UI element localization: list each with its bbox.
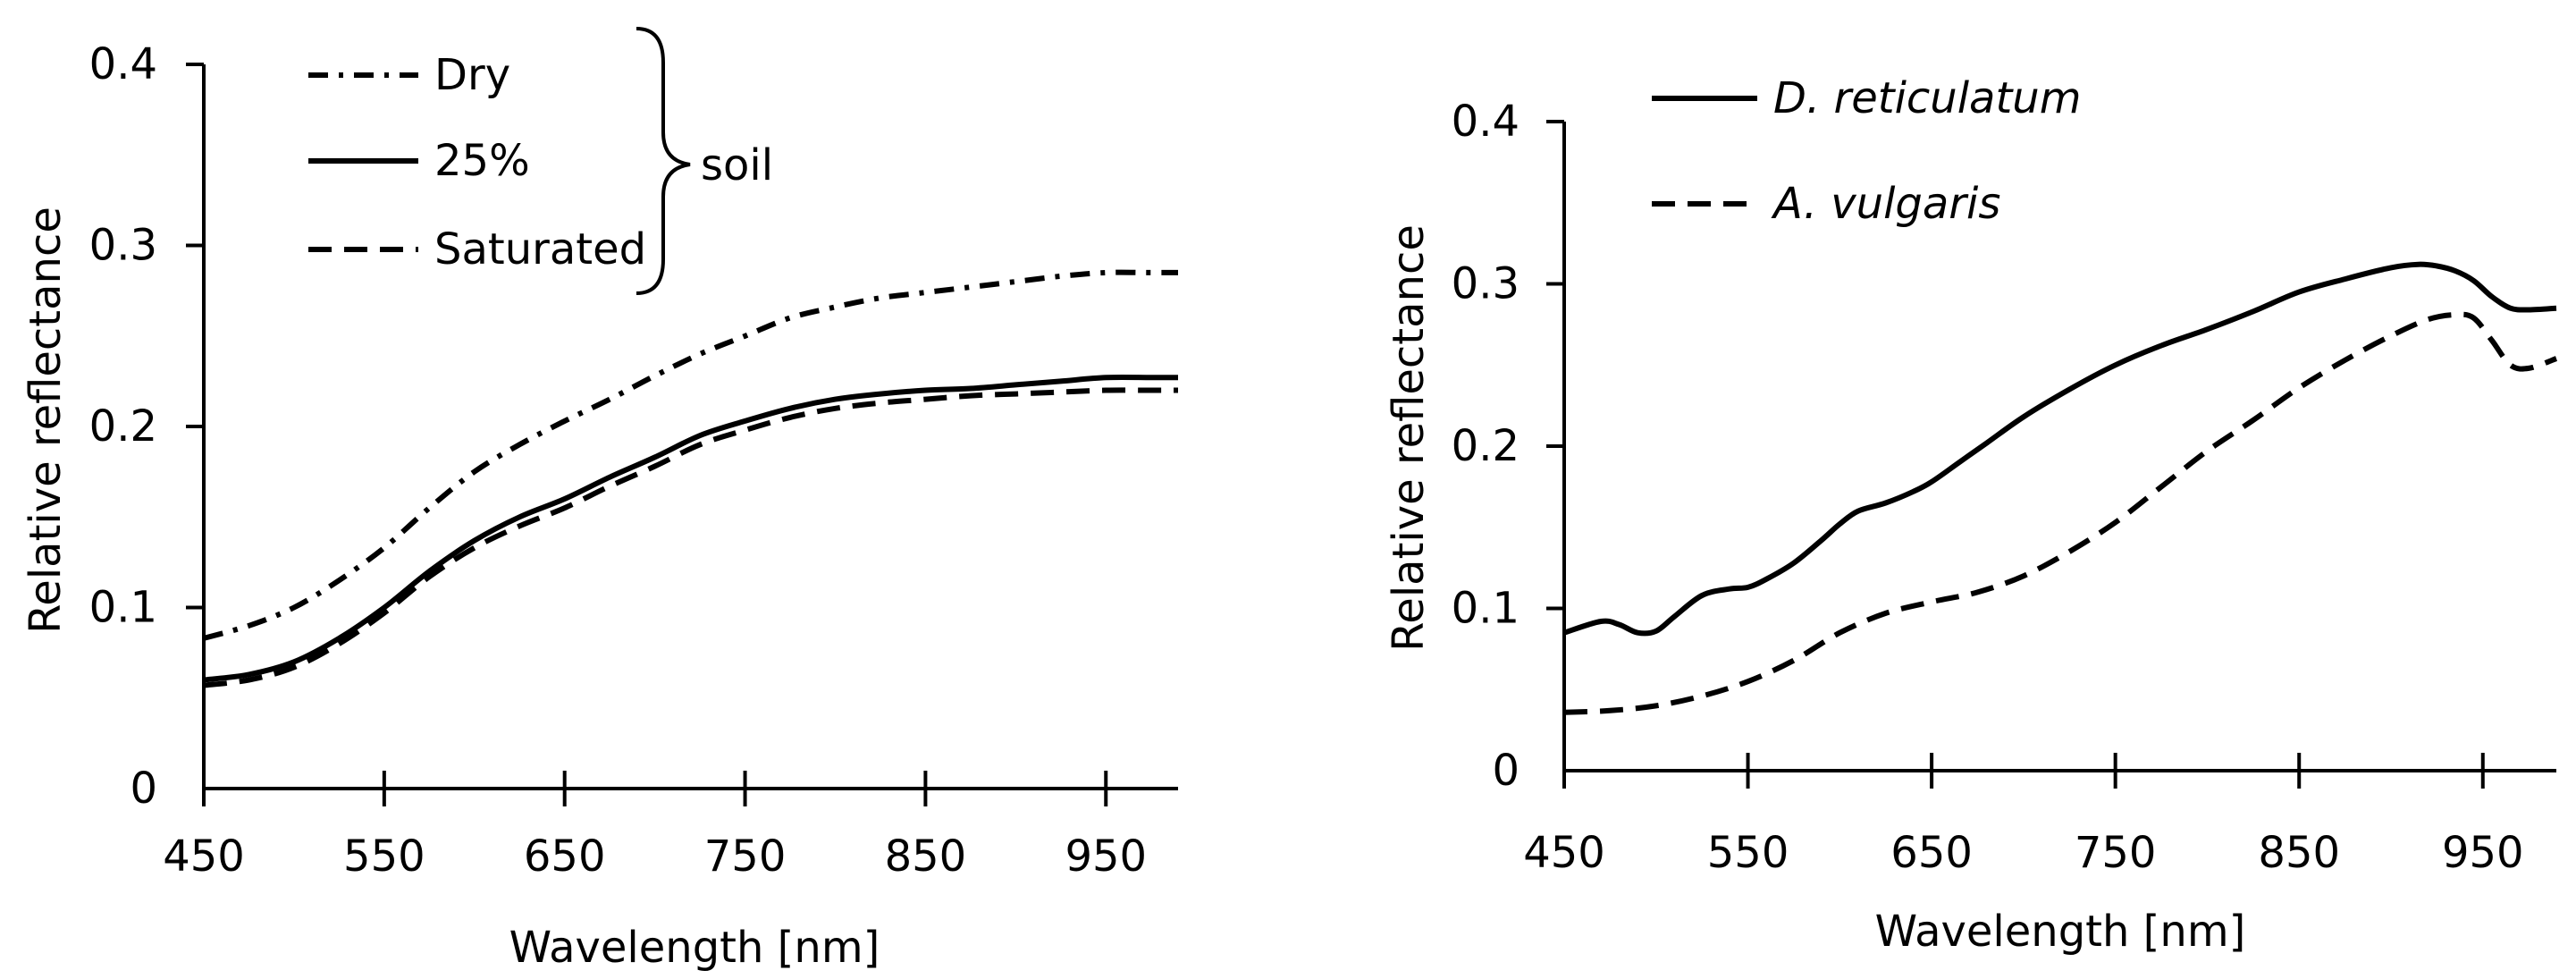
left-series-saturated <box>203 387 1178 688</box>
legend-25pct-label: 25% <box>434 136 530 186</box>
left-chart: Relative reflectance Wavelength [nm] 0 0.… <box>21 27 1178 973</box>
left-series-25 <box>203 374 1178 683</box>
right-chart: Relative reflectance Wavelength [nm] 0 0.… <box>1384 73 2558 957</box>
right-x-tick-label: 450 <box>1523 828 1605 878</box>
left-y-tick-label: 0.3 <box>89 221 157 271</box>
left-y-axis: 0 0.1 0.2 0.3 0.4 <box>89 39 206 814</box>
legend-saturated-label: Saturated <box>434 224 646 274</box>
left-legend: Dry 25% Saturated soil <box>308 27 773 295</box>
right-x-axis-title: Wavelength [nm] <box>1875 907 2246 957</box>
right-x-tick-label: 550 <box>1707 828 1789 878</box>
left-y-tick-label: 0.1 <box>89 583 157 633</box>
left-y-tick-label: 0.4 <box>89 39 157 89</box>
right-x-tick-label: 850 <box>2258 828 2340 878</box>
right-x-axis: 450 550 650 750 850 950 <box>1523 753 2556 878</box>
left-x-axis-title: Wavelength [nm] <box>509 923 880 973</box>
left-x-axis: 450 550 650 750 850 950 <box>163 771 1178 882</box>
legend-dry-label: Dry <box>434 50 510 100</box>
left-x-tick-label: 850 <box>885 831 967 882</box>
right-y-tick-label: 0.4 <box>1452 97 1520 147</box>
right-x-tick-label: 750 <box>2075 828 2157 878</box>
right-plot-area <box>1563 261 2558 715</box>
left-x-tick-label: 750 <box>704 831 787 882</box>
right-series-d-reticulatum <box>1563 261 2557 637</box>
left-x-tick-label: 550 <box>343 831 425 882</box>
right-y-tick-label: 0.1 <box>1452 584 1520 634</box>
left-x-tick-label: 950 <box>1065 831 1147 882</box>
legend-a-vulgaris-label: A. vulgaris <box>1771 179 2000 229</box>
right-y-axis: 0 0.1 0.2 0.3 0.4 <box>1452 97 1566 796</box>
left-x-tick-label: 650 <box>524 831 606 882</box>
right-y-tick-label: 0 <box>1492 746 1520 796</box>
left-y-tick-label: 0.2 <box>89 401 157 452</box>
left-y-axis-title: Relative reflectance <box>21 207 71 634</box>
left-plot-area <box>203 269 1178 688</box>
right-x-tick-label: 650 <box>1890 828 1973 878</box>
right-y-axis-title: Relative reflectance <box>1384 224 1434 652</box>
left-x-tick-label: 450 <box>163 831 245 882</box>
right-legend: D. reticulatum A. vulgaris <box>1652 73 2081 229</box>
legend-brace-icon <box>636 27 691 295</box>
right-x-tick-label: 950 <box>2442 828 2524 878</box>
left-series-dry <box>203 269 1178 641</box>
legend-d-reticulatum-label: D. reticulatum <box>1773 73 2081 123</box>
right-y-tick-label: 0.2 <box>1452 421 1520 471</box>
legend-group-label: soil <box>701 140 773 190</box>
right-y-tick-label: 0.3 <box>1452 259 1520 309</box>
left-y-tick-label: 0 <box>130 764 157 814</box>
right-series-a-vulgaris <box>1563 311 2558 715</box>
